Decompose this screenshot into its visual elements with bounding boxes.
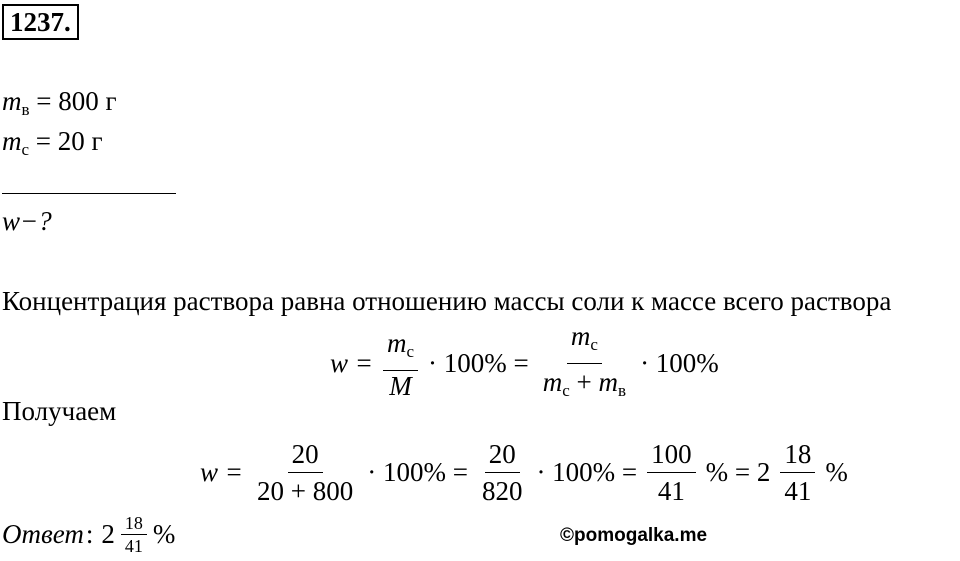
- intro: Получаем: [2, 396, 117, 426]
- subscript: с: [406, 342, 415, 361]
- numerator: 18: [120, 512, 147, 535]
- fraction: 18 41: [780, 436, 816, 509]
- denominator: 41: [657, 476, 685, 506]
- explanation: Концентрация раствора равна отношению ма…: [2, 286, 892, 316]
- whole: 2: [101, 519, 115, 549]
- numerator: 18: [780, 436, 816, 473]
- fraction: mс M: [382, 325, 419, 402]
- separator: [2, 193, 176, 194]
- subscript: в: [618, 381, 627, 400]
- answer-label: Ответ: [2, 519, 84, 549]
- fraction: 100 41: [647, 436, 696, 509]
- denominator: 820: [481, 476, 523, 506]
- given-value: = 800 г: [36, 86, 117, 116]
- answer: Ответ: 2 18 41 %: [2, 512, 175, 557]
- symbol: m: [542, 367, 563, 397]
- fraction: 18 41: [120, 512, 147, 557]
- subscript: с: [590, 335, 598, 354]
- symbol: m: [2, 126, 22, 156]
- operator: · 100% =: [536, 457, 638, 487]
- denominator: mс + mв: [539, 364, 630, 409]
- formula-1: w = mс M · 100% = mс mс + mв · 100%: [330, 318, 719, 409]
- subscript: в: [21, 100, 30, 119]
- fraction: 20 20 + 800: [253, 436, 357, 509]
- operator: · 100% =: [428, 348, 529, 378]
- numerator: mс: [566, 318, 602, 364]
- find: w−?: [2, 206, 52, 236]
- colon: :: [85, 519, 94, 549]
- numerator: 100: [647, 436, 696, 473]
- given-line: mс = 20 г: [2, 126, 103, 160]
- denominator: 20 + 800: [256, 476, 354, 506]
- given-value: = 20 г: [35, 126, 103, 156]
- operator: % = 2: [705, 457, 771, 487]
- denominator: 41: [784, 476, 812, 506]
- lhs: w =: [200, 457, 243, 487]
- operator: · 100% =: [367, 457, 468, 487]
- symbol: m: [598, 367, 619, 397]
- fraction: mс mс + mв: [539, 318, 630, 409]
- percent: %: [152, 519, 176, 549]
- numerator: 20: [287, 436, 323, 473]
- lhs: w =: [330, 348, 373, 378]
- symbol: m: [386, 328, 407, 358]
- subscript: с: [21, 140, 30, 159]
- operator: · 100%: [640, 348, 719, 378]
- symbol: m: [570, 321, 591, 351]
- formula-2: w = 20 20 + 800 · 100% = 20 820 · 100% = 1…: [200, 436, 848, 509]
- fraction: 20 820: [478, 436, 527, 509]
- problem-number: 1237.: [2, 4, 79, 40]
- subscript: с: [562, 381, 570, 400]
- numerator: mс: [382, 325, 419, 371]
- denominator: M: [389, 371, 412, 401]
- numerator: 20: [484, 436, 520, 473]
- symbol: m: [2, 86, 22, 116]
- operator: %: [825, 457, 848, 487]
- given-line: mв = 800 г: [2, 86, 117, 120]
- watermark: ©pomogalka.me: [560, 525, 708, 546]
- denominator: 41: [124, 536, 143, 556]
- operator: +: [576, 367, 592, 397]
